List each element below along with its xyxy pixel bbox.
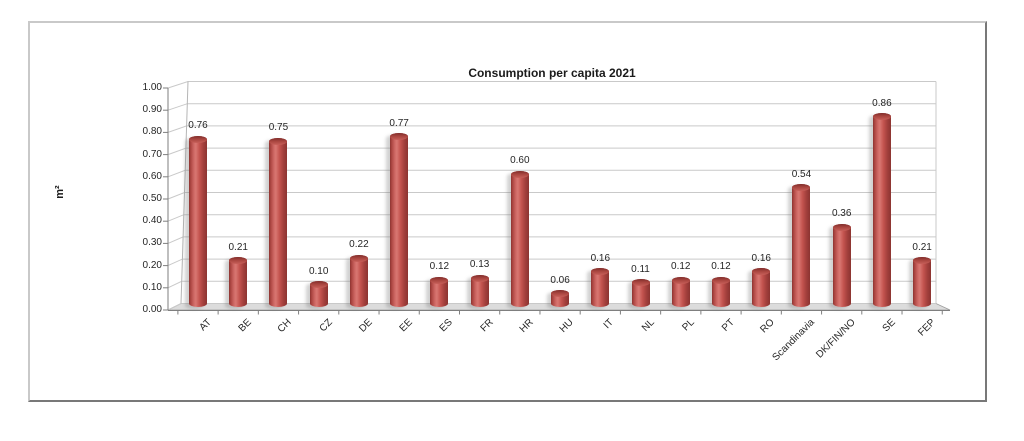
bar xyxy=(269,137,288,307)
y-tick-label: 0.70 xyxy=(142,148,162,160)
value-label: 0.12 xyxy=(711,261,731,273)
value-label: 0.86 xyxy=(872,97,892,109)
bar-top-ellipse xyxy=(470,274,489,282)
value-label: 0.16 xyxy=(751,252,771,264)
bar xyxy=(872,113,891,307)
value-label: 0.21 xyxy=(912,241,932,253)
value-label: 0.11 xyxy=(631,263,650,275)
bar-top-ellipse xyxy=(390,133,409,141)
bar-top-ellipse xyxy=(631,279,650,287)
bar xyxy=(189,135,207,307)
bar-top-ellipse xyxy=(229,257,248,265)
y-tick-label: 0.20 xyxy=(142,259,162,271)
chart-title: Consumption per capita 2021 xyxy=(468,66,636,80)
value-label: 0.12 xyxy=(671,261,691,273)
bar-top-ellipse xyxy=(309,281,328,289)
value-label: 0.77 xyxy=(389,117,409,129)
bar xyxy=(349,254,368,307)
bar xyxy=(551,290,570,307)
y-tick-label: 0.30 xyxy=(142,237,162,249)
value-label: 0.36 xyxy=(831,208,852,220)
value-label: 0.76 xyxy=(188,120,208,132)
bar xyxy=(631,279,650,307)
value-label: 0.54 xyxy=(791,168,812,180)
bar xyxy=(390,133,409,307)
bar xyxy=(671,276,690,307)
bar-top-ellipse xyxy=(551,290,570,298)
bar xyxy=(752,268,771,307)
bar-top-ellipse xyxy=(872,113,891,121)
value-label: 0.21 xyxy=(228,241,248,253)
bar-top-ellipse xyxy=(913,257,932,265)
value-label: 0.13 xyxy=(469,259,490,271)
bar xyxy=(229,257,248,307)
bar-top-ellipse xyxy=(671,276,690,284)
bar xyxy=(792,184,811,307)
bar-top-ellipse xyxy=(510,170,529,178)
bar-top-ellipse xyxy=(591,268,610,276)
bar-top-ellipse xyxy=(711,276,730,284)
value-label: 0.10 xyxy=(308,265,329,277)
bar xyxy=(309,281,328,307)
bar-top-ellipse xyxy=(189,135,207,143)
y-tick-label: 0.50 xyxy=(142,193,162,204)
value-label: 0.16 xyxy=(590,252,611,264)
y-tick-label: 1.00 xyxy=(142,82,162,93)
y-tick-label: 0.90 xyxy=(142,104,162,116)
value-label: 0.12 xyxy=(429,261,450,273)
y-tick-label: 0.10 xyxy=(142,281,162,293)
bar xyxy=(430,276,449,307)
value-label: 0.06 xyxy=(550,274,570,286)
y-tick-label: 0.80 xyxy=(142,126,162,138)
bar xyxy=(470,274,489,307)
bar-top-ellipse xyxy=(752,268,771,276)
bar-top-ellipse xyxy=(430,276,449,284)
bar xyxy=(591,268,610,307)
bar xyxy=(510,170,529,307)
value-label: 0.75 xyxy=(268,122,289,134)
bar-top-ellipse xyxy=(792,184,811,192)
y-tick-label: 0.60 xyxy=(142,170,162,182)
value-label: 0.60 xyxy=(510,155,530,167)
bar-top-ellipse xyxy=(349,254,368,262)
value-label: 0.22 xyxy=(349,239,369,251)
y-tick-label: 0.00 xyxy=(142,304,162,315)
bar xyxy=(711,276,730,307)
y-tick-label: 0.40 xyxy=(142,215,162,227)
y-axis-title: m² xyxy=(54,185,66,199)
bar xyxy=(832,223,851,307)
bar-top-ellipse xyxy=(269,137,288,145)
bar-top-ellipse xyxy=(832,223,851,231)
bar xyxy=(913,257,932,307)
